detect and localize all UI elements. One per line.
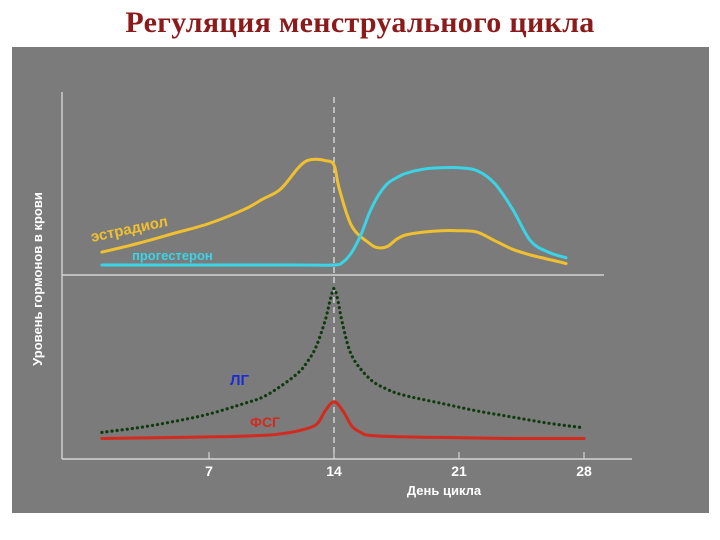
series-label-estradiol: эстрадиол [89, 213, 169, 246]
series-line-fsh [100, 400, 586, 441]
chart-panel: 7 14 21 28 эстрадиол прогестерон ЛГ ФСГ Ден… [12, 47, 709, 513]
x-tick-label: 28 [576, 463, 592, 479]
x-tick-label: 7 [205, 463, 213, 479]
x-axis-title: День цикла [407, 483, 482, 498]
x-tick-label: 21 [451, 463, 467, 479]
series-label-fsh: ФСГ [250, 414, 280, 430]
series-label-lh: ЛГ [230, 372, 250, 389]
series-label-progesterone: прогестерон [132, 248, 213, 263]
series-line-progesterone [100, 166, 568, 267]
x-tick-label: 14 [326, 463, 342, 479]
series-group [100, 157, 586, 441]
series-line-lh [100, 286, 586, 434]
hormone-chart: 7 14 21 28 эстрадиол прогестерон ЛГ ФСГ Ден… [30, 92, 632, 498]
y-axis-title: Уровень гормонов в крови [30, 192, 45, 366]
slide-title: Регуляция менструального цикла [125, 6, 595, 39]
x-ticks: 7 14 21 28 [205, 452, 592, 479]
